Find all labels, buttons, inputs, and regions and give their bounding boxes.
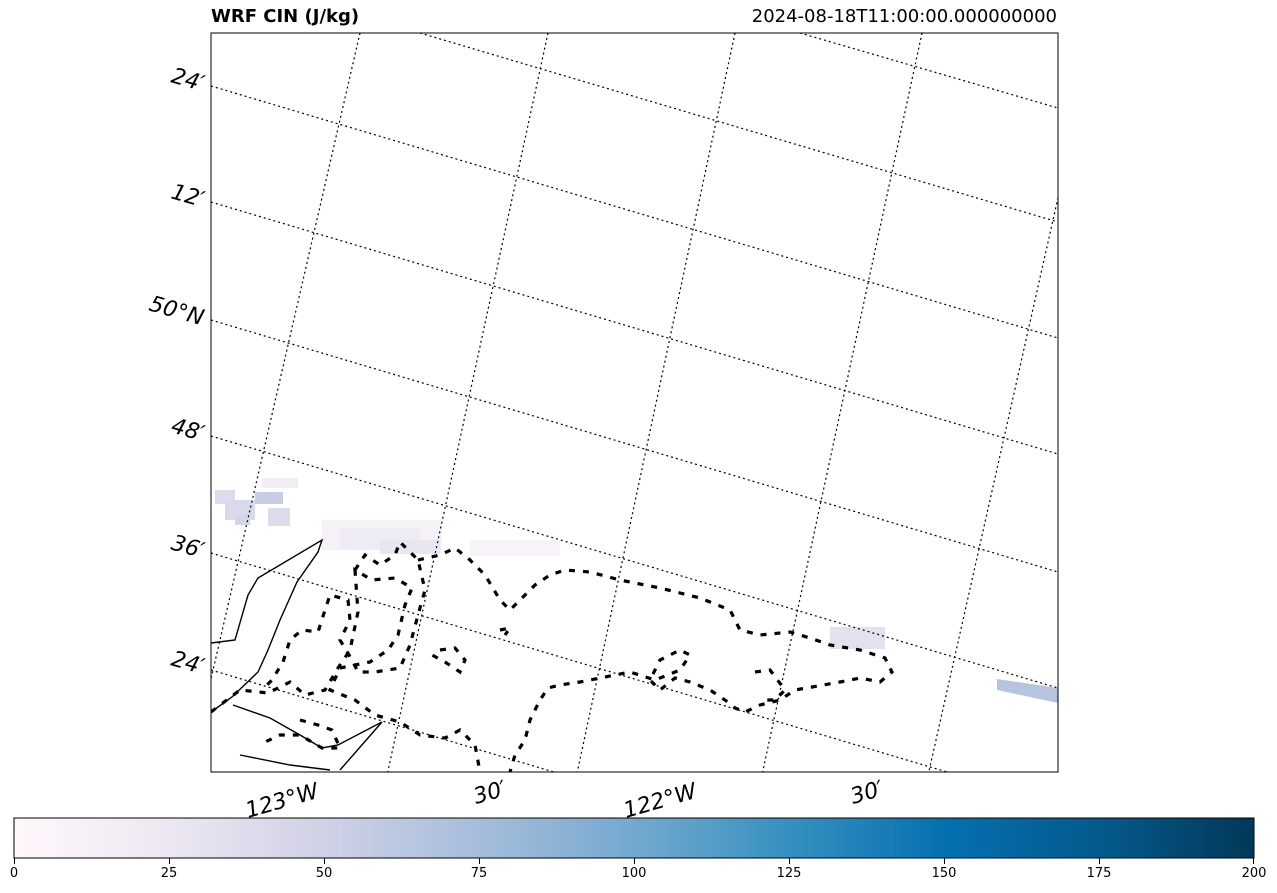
longitude-labels: 123°W 30′ 122°W 30′ <box>243 777 887 824</box>
cin-field <box>215 478 1058 703</box>
colorbar-tick-label: 150 <box>931 866 957 881</box>
map-area <box>211 33 1058 772</box>
lat-label-3: 50°N <box>146 292 206 331</box>
longitude-lines <box>211 33 1058 772</box>
lat-label-6: 24′ <box>168 647 207 680</box>
colorbar-tick <box>1253 858 1254 864</box>
map-title: WRF CIN (J/kg) <box>211 6 360 27</box>
lon-label-4: 30′ <box>848 777 887 810</box>
colorbar-tick-label: 75 <box>470 866 488 881</box>
colorbar-tick-label: 100 <box>621 866 647 881</box>
colorbar-tick-label: 175 <box>1086 866 1112 881</box>
lon-label-2: 30′ <box>471 777 510 810</box>
colorbar-tick <box>1099 858 1100 864</box>
colorbar-tick <box>944 858 945 864</box>
lat-label-5: 36′ <box>168 531 207 564</box>
colorbar-tick <box>14 858 15 864</box>
lat-label-4: 48′ <box>168 414 207 447</box>
colorbar-tick-label: 25 <box>160 866 178 881</box>
colorbar-tick-label: 0 <box>9 866 19 881</box>
colorbar-tick-label: 50 <box>315 866 333 881</box>
colorbar-tick-label: 125 <box>776 866 802 881</box>
colorbar-tick <box>479 858 480 864</box>
colorbar-tick-label: 200 <box>1241 866 1267 881</box>
latitude-labels: 24′ 12′ 50°N 48′ 36′ 24′ <box>146 64 207 680</box>
map-frame <box>210 32 1059 773</box>
valid-time: 2024-08-18T11:00:00.000000000 <box>751 6 1057 27</box>
lon-label-1: 123°W <box>243 779 323 824</box>
colorbar-tick <box>789 858 790 864</box>
colorbar <box>13 817 1255 859</box>
lat-label-2: 12′ <box>168 180 207 213</box>
colorbar-tick <box>169 858 170 864</box>
colorbar-tick <box>634 858 635 864</box>
lon-label-3: 122°W <box>621 779 701 824</box>
colorbar-tick <box>324 858 325 864</box>
lat-label-1: 24′ <box>168 64 207 97</box>
latitude-lines <box>211 33 1058 772</box>
border-line <box>211 539 894 772</box>
